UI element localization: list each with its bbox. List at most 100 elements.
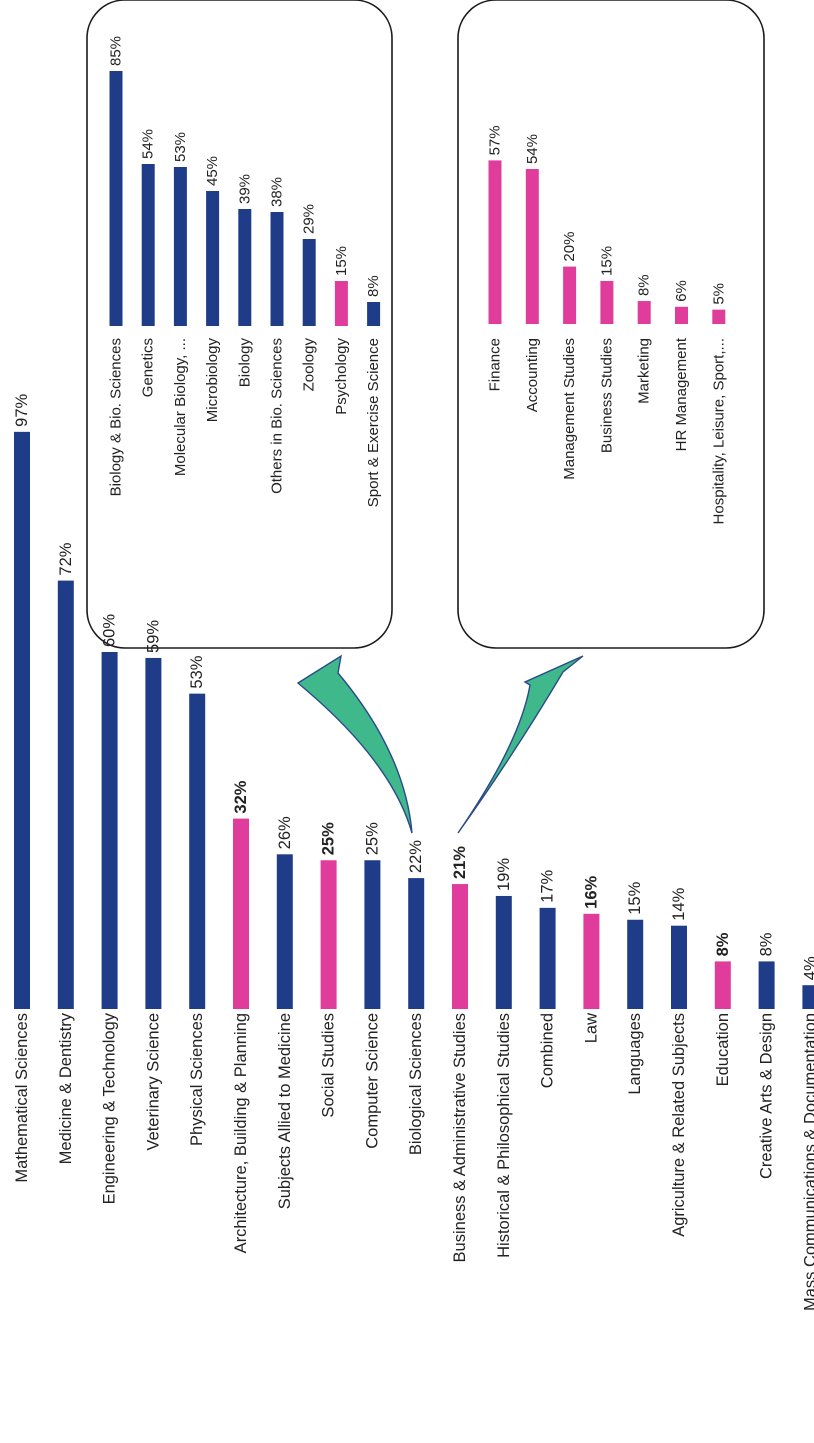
bio-subchart: Biology & Bio. Sciences 85% Genetics 54% Mol…	[108, 36, 383, 507]
biz-marketing-value-label: 8%	[636, 274, 653, 296]
main-languages-label: Languages	[626, 1013, 644, 1095]
main-architecture-building-planning-value-label: 32%	[232, 780, 250, 813]
main-historical-philosophical-studies-label: Historical & Philosophical Studies	[495, 1013, 513, 1258]
main-combined-label: Combined	[539, 1013, 557, 1088]
main-social-studies-bar	[320, 860, 337, 1009]
biz-business-studies-value-label: 15%	[598, 246, 615, 276]
main-mathematical-sciences-bar	[14, 431, 30, 1009]
main-mathematical-sciences-value-label: 97%	[13, 393, 31, 426]
arrow-to-business-panel	[457, 655, 584, 834]
main-education-label: Education	[714, 1013, 732, 1086]
bio-microbiology-bar	[206, 191, 220, 326]
bio-biology-bio-sciences-label: Biology & Bio. Sciences	[108, 338, 125, 496]
main-subjects-allied-to-medicine-bar	[276, 854, 293, 1009]
main-engineering-technology-bar	[101, 652, 118, 1009]
main-business-administrative-studies-label: Business & Administrative Studies	[451, 1013, 469, 1262]
biz-hr-management-value-label: 6%	[673, 280, 690, 302]
bio-others-in-bio-sciences-bar	[270, 212, 284, 326]
main-business-administrative-studies-value-label: 21%	[451, 846, 469, 879]
bio-zoology-value-label: 29%	[301, 204, 318, 234]
main-historical-philosophical-studies-bar	[495, 895, 512, 1009]
biz-management-studies-label: Management Studies	[561, 338, 578, 480]
main-mass-communications-documentation-label: Mass Communications & Documentation	[801, 1013, 814, 1311]
biz-hospitality-leisure-sport-value-label: 5%	[710, 283, 727, 305]
main-creative-arts-design-value-label: 8%	[758, 932, 776, 956]
bio-biology-bar	[238, 209, 252, 326]
bio-sport-exercise-science-label: Sport & Exercise Science	[365, 338, 382, 507]
main-physical-sciences-value-label: 53%	[188, 655, 206, 688]
main-medicine-dentistry-value-label: 72%	[57, 542, 75, 575]
main-physical-sciences-bar	[189, 693, 206, 1009]
bio-molecular-biology-value-label: 53%	[172, 132, 189, 162]
biz-marketing-label: Marketing	[636, 338, 653, 404]
bio-biology-label: Biology	[236, 338, 253, 388]
bio-genetics-label: Genetics	[140, 338, 157, 397]
bio-genetics-bar	[141, 164, 155, 326]
main-veterinary-science-bar	[145, 657, 162, 1009]
main-historical-philosophical-studies-value-label: 19%	[495, 858, 513, 891]
main-creative-arts-design-label: Creative Arts & Design	[758, 1013, 776, 1179]
main-veterinary-science-label: Veterinary Science	[144, 1013, 162, 1151]
biz-management-studies-value-label: 20%	[561, 232, 578, 262]
biz-finance-value-label: 57%	[487, 125, 504, 155]
biz-marketing-bar	[637, 301, 651, 324]
main-medicine-dentistry-bar	[57, 580, 74, 1009]
main-biological-sciences-bar	[408, 878, 425, 1009]
main-law-value-label: 16%	[582, 875, 600, 908]
main-subjects-allied-to-medicine-label: Subjects Allied to Medicine	[276, 1013, 294, 1209]
main-mass-communications-documentation-value-label: 4%	[801, 956, 814, 980]
biz-management-studies-bar	[563, 266, 577, 324]
main-languages-value-label: 15%	[626, 881, 644, 914]
bio-sport-exercise-science-value-label: 8%	[365, 275, 382, 297]
main-creative-arts-design-bar	[758, 961, 775, 1009]
business-subchart: Finance 57% Accounting 54% Management Studie…	[487, 125, 728, 524]
main-veterinary-science-value-label: 59%	[144, 620, 162, 653]
main-computer-science-value-label: 25%	[363, 822, 381, 855]
biz-business-studies-label: Business Studies	[598, 338, 615, 453]
biz-accounting-label: Accounting	[524, 338, 541, 412]
main-biological-sciences-label: Biological Sciences	[407, 1013, 425, 1155]
biz-business-studies-bar	[600, 280, 614, 324]
biz-finance-bar	[488, 160, 502, 324]
bio-biology-bio-sciences-bar	[109, 71, 123, 326]
bio-others-in-bio-sciences-label: Others in Bio. Sciences	[269, 338, 286, 494]
biz-hospitality-leisure-sport-label: Hospitality, Leisure, Sport,...	[710, 338, 727, 524]
main-computer-science-label: Computer Science	[363, 1013, 381, 1149]
main-medicine-dentistry-label: Medicine & Dentistry	[57, 1012, 75, 1164]
main-law-label: Law	[582, 1013, 600, 1043]
main-business-administrative-studies-bar	[452, 884, 468, 1009]
main-agriculture-related-subjects-bar	[671, 925, 687, 1009]
main-mass-communications-documentation-bar	[802, 985, 814, 1009]
bio-sport-exercise-science-bar	[367, 302, 381, 326]
main-architecture-building-planning-bar	[233, 818, 249, 1009]
biz-hr-management-bar	[675, 306, 688, 324]
biz-accounting-bar	[525, 169, 539, 324]
main-engineering-technology-label: Engineering & Technology	[101, 1012, 119, 1204]
main-subjects-allied-to-medicine-value-label: 26%	[276, 816, 294, 849]
bio-molecular-biology-bar	[173, 167, 187, 326]
bio-biology-bio-sciences-value-label: 85%	[108, 36, 125, 66]
main-computer-science-bar	[364, 860, 381, 1009]
main-chart: Mathematical Sciences 97% Medicine & Denti…	[13, 393, 814, 1311]
main-mathematical-sciences-label: Mathematical Sciences	[13, 1013, 31, 1183]
bio-psychology-label: Psychology	[333, 338, 350, 415]
bio-molecular-biology-label: Molecular Biology, ...	[172, 338, 189, 476]
main-engineering-technology-value-label: 60%	[101, 614, 119, 647]
biz-hr-management-label: HR Management	[673, 337, 690, 451]
main-education-bar	[714, 961, 731, 1009]
bio-zoology-label: Zoology	[301, 338, 318, 392]
biz-hospitality-leisure-sport-bar	[712, 309, 726, 324]
main-law-bar	[583, 913, 600, 1009]
biz-finance-label: Finance	[487, 338, 504, 391]
biz-accounting-value-label: 54%	[524, 134, 541, 164]
bio-psychology-value-label: 15%	[333, 246, 350, 276]
main-social-studies-label: Social Studies	[320, 1013, 338, 1118]
bio-others-in-bio-sciences-value-label: 38%	[269, 177, 286, 207]
main-languages-bar	[627, 919, 644, 1009]
bio-psychology-bar	[334, 281, 348, 326]
arrow-to-bio-panel	[296, 654, 413, 834]
bio-microbiology-value-label: 45%	[204, 156, 221, 186]
main-social-studies-value-label: 25%	[320, 822, 338, 855]
main-agriculture-related-subjects-value-label: 14%	[670, 887, 688, 920]
